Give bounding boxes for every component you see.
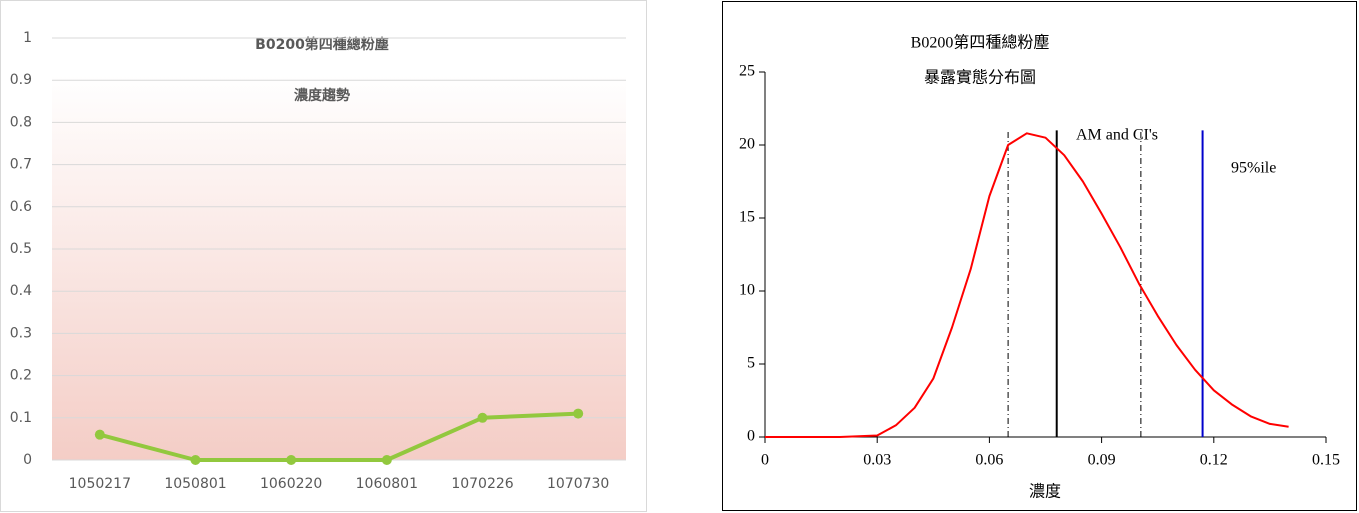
distribution-chart: B0200第四種總粉塵 暴露實態分布圖 濃度 AM and CI's 95%il… — [722, 1, 1357, 511]
x-tick-label: 1060801 — [356, 476, 418, 492]
x-tick-label: 0.06 — [975, 452, 1003, 469]
data-line — [765, 132, 1289, 438]
x-tick-label: 1070730 — [547, 476, 609, 492]
plot-background — [52, 75, 626, 460]
data-point — [94, 429, 105, 440]
y-tick-label: 0.6 — [10, 199, 32, 215]
chart-title: B0200第四種總粉塵 — [911, 34, 1050, 52]
x-tick-label: 0.15 — [1312, 452, 1340, 469]
y-tick-label: 15 — [739, 209, 755, 226]
y-tick-label: 25 — [739, 63, 755, 80]
y-tick-label: 0.7 — [10, 157, 32, 173]
data-point — [573, 408, 584, 419]
x-tick-label: 1050217 — [69, 476, 131, 492]
data-line — [99, 411, 579, 462]
trend-chart: B0200第四種總粉塵 濃度趨勢 0 0.1 0.2 0.3 0.4 0.5 0.6 0.7 0… — [0, 0, 647, 512]
x-axis-label: 濃度 — [1029, 483, 1061, 501]
y-tick-label: 0 — [747, 428, 755, 445]
data-point — [381, 455, 392, 465]
chart-title: B0200第四種總粉塵 — [255, 36, 389, 53]
x-tick-label: 1070226 — [451, 476, 513, 492]
y-tick-label: 0 — [23, 452, 32, 468]
chart-subtitle: 濃度趨勢 — [294, 87, 350, 104]
x-tick-label: 0.03 — [863, 452, 891, 469]
y-tick-label: 0.3 — [10, 325, 32, 341]
y-tick-label: 1 — [23, 30, 32, 46]
y-tick-label: 0.2 — [10, 368, 32, 384]
data-point — [477, 412, 488, 423]
data-point — [190, 455, 201, 465]
y-tick-label: 0.1 — [10, 410, 32, 426]
x-tick-label: 0.12 — [1200, 452, 1228, 469]
annotation: AM and CI's — [1076, 127, 1158, 144]
y-tick-label: 10 — [739, 282, 755, 299]
y-tick-label: 0.9 — [10, 72, 32, 88]
y-tick-label: 20 — [739, 136, 755, 153]
x-tick-label: 0 — [761, 452, 769, 469]
x-tick-label: 1060220 — [260, 476, 322, 492]
x-tick-label: 1050801 — [164, 476, 226, 492]
annotation: 95%ile — [1231, 160, 1276, 177]
x-tick-label: 0.09 — [1088, 452, 1116, 469]
y-tick-label: 5 — [747, 355, 755, 372]
chart-frame — [722, 1, 1357, 511]
data-point — [286, 455, 297, 465]
chart-subtitle: 暴露實態分布圖 — [924, 68, 1036, 87]
y-tick-label: 0.5 — [10, 241, 32, 257]
y-tick-label: 0.8 — [10, 114, 32, 130]
y-tick-label: 0.4 — [10, 283, 32, 299]
